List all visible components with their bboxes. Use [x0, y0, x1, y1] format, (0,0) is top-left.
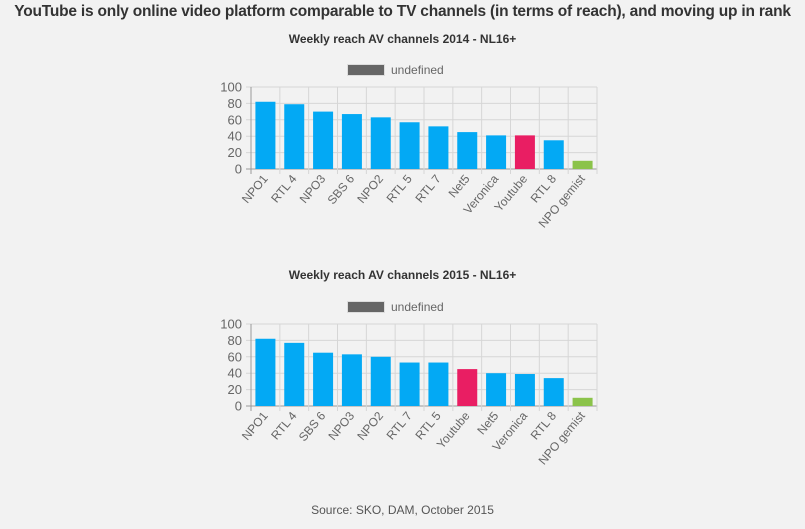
- y-tick-label: 40: [228, 129, 242, 144]
- legend-label: undefined: [391, 300, 444, 314]
- bar: [370, 117, 391, 169]
- legend-swatch: [347, 301, 385, 313]
- bar: [341, 114, 362, 169]
- bar: [572, 397, 593, 406]
- bar: [486, 135, 507, 169]
- y-tick-label: 60: [228, 349, 242, 364]
- y-tick-label: 100: [220, 80, 242, 95]
- y-tick-label: 0: [235, 162, 242, 177]
- bar: [255, 338, 276, 406]
- y-tick-label: 80: [228, 333, 242, 348]
- bar: [313, 111, 334, 169]
- bar: [428, 362, 449, 406]
- legend-label: undefined: [391, 63, 444, 77]
- bar: [428, 126, 449, 169]
- y-tick-label: 20: [228, 145, 242, 160]
- bar: [255, 101, 276, 169]
- legend-swatch: [347, 64, 385, 76]
- y-tick-label: 80: [228, 96, 242, 111]
- bar: [370, 356, 391, 406]
- x-tick-label: NPO1: [239, 409, 271, 443]
- bar: [514, 135, 535, 169]
- source-note: Source: SKO, DAM, October 2015: [311, 503, 494, 517]
- bar: [543, 140, 564, 169]
- y-tick-label: 60: [228, 112, 242, 127]
- x-tick-label: RTL 7: [384, 409, 416, 443]
- x-tick-label: NPO2: [354, 409, 386, 443]
- y-tick-label: 100: [220, 317, 242, 332]
- bar: [284, 104, 305, 169]
- x-tick-label: RTL 4: [268, 409, 300, 443]
- bar: [457, 132, 478, 169]
- x-tick-label: SBS 6: [296, 409, 329, 444]
- legend[interactable]: undefined: [347, 300, 444, 314]
- bar: [543, 378, 564, 406]
- bar: [399, 362, 420, 406]
- bar: [341, 354, 362, 406]
- x-tick-label: Net5: [474, 409, 501, 438]
- page-title: YouTube is only online video platform co…: [14, 3, 791, 20]
- bar: [313, 352, 334, 406]
- legend[interactable]: undefined: [347, 63, 444, 77]
- bar: [399, 122, 420, 169]
- y-tick-label: 40: [228, 366, 242, 381]
- bar: [457, 369, 478, 406]
- bar: [514, 374, 535, 406]
- x-tick-label: NPO3: [325, 409, 357, 443]
- chart-title: Weekly reach AV channels 2014 - NL16+: [288, 32, 517, 46]
- y-tick-label: 0: [235, 399, 242, 414]
- bar: [486, 373, 507, 406]
- chart-title: Weekly reach AV channels 2015 - NL16+: [288, 268, 517, 282]
- y-tick-label: 20: [228, 382, 242, 397]
- bar: [572, 160, 593, 169]
- bar: [284, 342, 305, 406]
